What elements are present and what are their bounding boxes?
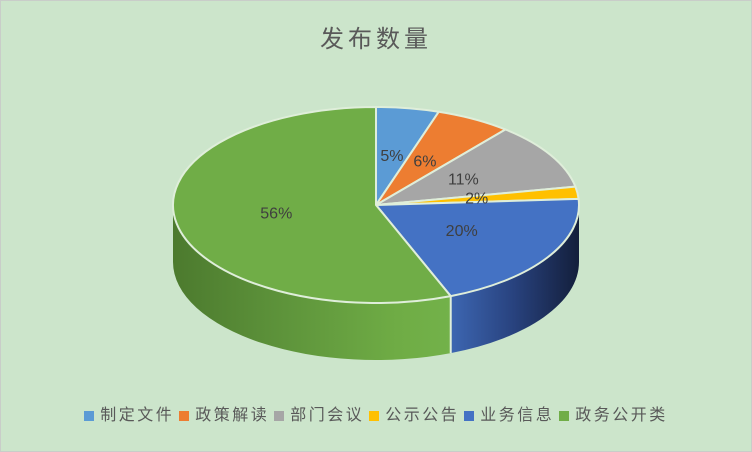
pie-slice-4 (375, 197, 580, 298)
pie-data-label-0: 5% (380, 148, 403, 165)
legend-swatch-icon (464, 411, 475, 421)
legend-item-0: 制定文件 (84, 408, 174, 424)
pie-slice-2 (375, 128, 577, 206)
pie-side-5 (173, 205, 451, 361)
legend-item-3: 公示公告 (369, 408, 459, 424)
legend-item-1: 政策解读 (179, 408, 269, 424)
pie-data-label-1: 6% (413, 154, 436, 171)
pie-data-label-5: 56% (260, 206, 292, 223)
legend-label: 制定文件 (100, 407, 175, 424)
pie-data-label-4: 20% (446, 223, 478, 240)
legend-label: 政策解读 (195, 407, 270, 424)
pie-data-label-3: 2% (465, 190, 488, 207)
pie-group: 5% 6% 11%2% 20% 56% (172, 106, 580, 361)
legend-item-5: 政务公开类 (559, 408, 668, 424)
legend: 制定文件 政策解读 部门会议 公示公告 业务信息 政务公开类 (1, 408, 751, 424)
legend-label: 公示公告 (385, 407, 460, 424)
legend-swatch-icon (274, 411, 285, 421)
legend-label: 政务公开类 (575, 407, 668, 424)
legend-swatch-icon (84, 411, 95, 421)
legend-swatch-icon (369, 411, 380, 421)
legend-label: 部门会议 (290, 407, 365, 424)
pie-data-label-2: 11% (448, 172, 479, 189)
chart-title: 发布数量 (320, 26, 432, 53)
legend-label: 业务信息 (480, 407, 555, 424)
pie-side-4 (450, 205, 579, 354)
legend-swatch-icon (179, 411, 190, 421)
pie-slice-5 (172, 106, 452, 304)
legend-swatch-icon (559, 411, 570, 421)
legend-item-4: 业务信息 (464, 408, 554, 424)
legend-item-2: 部门会议 (274, 408, 364, 424)
